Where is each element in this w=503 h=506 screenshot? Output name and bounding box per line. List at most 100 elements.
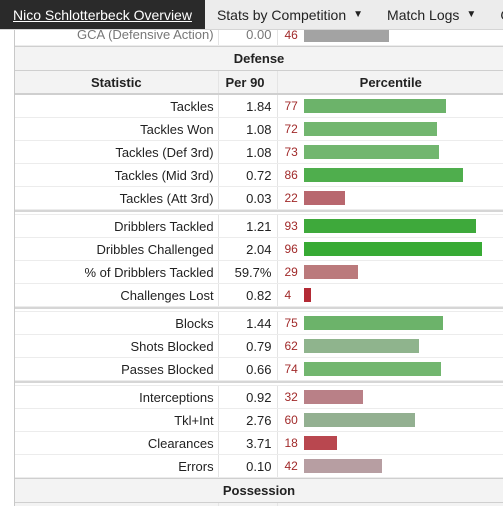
stat-row: Tackles 1.84 77 <box>15 95 503 118</box>
nav-tab-0[interactable]: Nico Schlotterbeck Overview <box>0 0 205 29</box>
percentile-cell: 46 <box>278 24 503 45</box>
section-title: Possession <box>222 483 296 498</box>
percentile-bar <box>304 219 477 233</box>
group-divider <box>15 210 503 215</box>
percentile-value: 32 <box>284 390 298 404</box>
percentile-cell: 22 <box>278 187 503 209</box>
stat-label: Dribblers Tackled <box>114 218 214 234</box>
percentile-bar-track <box>304 436 489 450</box>
stat-label: Dribbles Challenged <box>96 241 214 257</box>
per90-value: 1.21 <box>246 218 272 234</box>
percentile-bar-track <box>304 316 489 330</box>
possession-section-title: Possession <box>15 478 503 503</box>
chevron-down-icon: ▼ <box>353 9 364 20</box>
per90-cell: 0.00 <box>219 24 279 45</box>
stat-label: Errors <box>178 458 214 474</box>
per90-value: 59.7% <box>234 264 272 280</box>
per90-cell: 59.7% <box>219 261 279 283</box>
header-label: Statistic <box>91 74 142 90</box>
stat-name: Blocks <box>15 312 219 334</box>
stat-row: Challenges Lost 0.82 4 <box>15 284 503 307</box>
header-per90[interactable]: Per 90 <box>219 503 279 506</box>
stat-name: Tackles (Mid 3rd) <box>15 164 219 186</box>
per90-cell: 1.08 <box>219 141 279 163</box>
stat-row: Clearances 3.71 18 <box>15 432 503 455</box>
percentile-bar-track <box>304 219 489 233</box>
per90-value: 0.66 <box>246 361 272 377</box>
stat-row: Tkl+Int 2.76 60 <box>15 409 503 432</box>
header-per90[interactable]: Per 90 <box>219 71 279 93</box>
percentile-bar <box>304 27 390 42</box>
per90-cell: 1.84 <box>219 95 279 117</box>
per90-value: 1.84 <box>246 98 272 114</box>
stat-name: % of Dribblers Tackled <box>15 261 219 283</box>
percentile-cell: 29 <box>278 261 503 283</box>
stat-row: % of Dribblers Tackled 59.7% 29 <box>15 261 503 284</box>
stat-label: Shots Blocked <box>130 338 214 354</box>
percentile-bar-track <box>304 265 489 279</box>
nav-tab-3[interactable]: Goal <box>488 0 503 29</box>
percentile-cell: 93 <box>278 215 503 237</box>
percentile-bar-track <box>304 413 489 427</box>
top-nav: Nico Schlotterbeck Overview Stats by Comp… <box>0 0 503 30</box>
percentile-value: 22 <box>284 191 298 205</box>
per90-cell: 0.72 <box>219 164 279 186</box>
per90-value: 1.08 <box>246 121 272 137</box>
stat-row: Errors 0.10 42 <box>15 455 503 478</box>
per90-cell: 0.66 <box>219 358 279 380</box>
percentile-bar-track <box>304 122 489 136</box>
percentile-bar-track <box>304 459 489 473</box>
percentile-bar-track <box>304 145 489 159</box>
percentile-value: 74 <box>284 362 298 376</box>
stat-name: Tackles (Att 3rd) <box>15 187 219 209</box>
percentile-bar <box>304 316 444 330</box>
percentile-value: 75 <box>284 316 298 330</box>
stat-row: Shots Blocked 0.79 62 <box>15 335 503 358</box>
percentile-value: 4 <box>284 288 292 302</box>
percentile-bar <box>304 145 440 159</box>
stat-label: Clearances <box>147 435 214 451</box>
per90-value: 1.44 <box>246 315 272 331</box>
percentile-bar <box>304 99 447 113</box>
header-statistic[interactable]: Statistic <box>15 71 219 93</box>
defense-section-title: Defense <box>15 46 503 71</box>
percentile-bar <box>304 413 416 427</box>
stat-name: Tkl+Int <box>15 409 219 431</box>
per90-cell: 2.04 <box>219 238 279 260</box>
group-divider <box>15 381 503 386</box>
percentile-bar <box>304 362 442 376</box>
percentile-bar-track <box>304 99 489 113</box>
stat-name: Tackles Won <box>15 118 219 140</box>
percentile-cell: 4 <box>278 284 503 306</box>
percentile-value: 62 <box>284 339 298 353</box>
stat-row: Tackles (Mid 3rd) 0.72 86 <box>15 164 503 187</box>
stat-row: Tackles Won 1.08 72 <box>15 118 503 141</box>
stat-label: Passes Blocked <box>121 361 214 377</box>
stat-label: Tackles <box>170 98 214 114</box>
percentile-bar-track <box>304 27 489 42</box>
percentile-bar-track <box>304 191 489 205</box>
stat-label: % of Dribblers Tackled <box>84 264 214 280</box>
nav-tab-label: Nico Schlotterbeck Overview <box>13 6 192 23</box>
percentile-value: 18 <box>284 436 298 450</box>
per90-value: 0.03 <box>246 190 272 206</box>
percentile-bar-track <box>304 362 489 376</box>
per90-cell: 3.71 <box>219 432 279 454</box>
header-percentile[interactable]: Percentile <box>278 71 503 93</box>
stat-row: GCA (Defensive Action) 0.00 46 <box>15 24 503 46</box>
per90-cell: 0.10 <box>219 455 279 477</box>
chevron-down-icon: ▼ <box>466 9 477 20</box>
header-statistic[interactable]: Statistic <box>15 503 219 506</box>
per90-cell: 0.03 <box>219 187 279 209</box>
nav-tab-2[interactable]: Match Logs ▼ <box>375 0 488 29</box>
percentile-bar <box>304 242 483 256</box>
percentile-bar <box>304 265 359 279</box>
percentile-value: 96 <box>284 242 298 256</box>
nav-tab-1[interactable]: Stats by Competition ▼ <box>205 0 375 29</box>
percentile-bar-track <box>304 390 489 404</box>
header-label: Per 90 <box>225 74 265 90</box>
percentile-bar <box>304 191 346 205</box>
per90-value: 0.82 <box>246 287 272 303</box>
stat-label: Tackles (Def 3rd) <box>115 144 214 160</box>
stat-row: Passes Blocked 0.66 74 <box>15 358 503 381</box>
